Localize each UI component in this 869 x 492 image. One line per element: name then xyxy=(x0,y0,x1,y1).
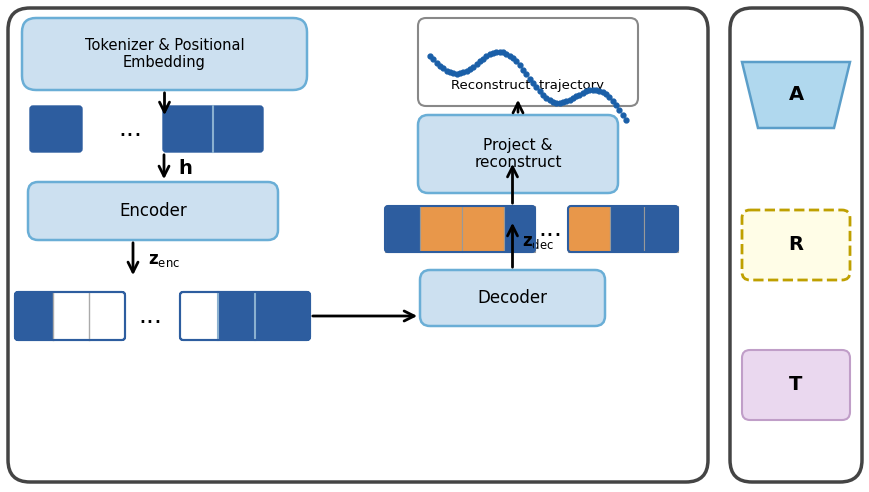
FancyBboxPatch shape xyxy=(15,292,125,340)
Bar xyxy=(503,206,534,252)
Bar xyxy=(218,292,309,340)
Polygon shape xyxy=(741,62,849,128)
FancyBboxPatch shape xyxy=(417,18,637,106)
Bar xyxy=(385,206,420,252)
Text: Encoder: Encoder xyxy=(119,202,187,220)
FancyBboxPatch shape xyxy=(180,292,309,340)
Text: Reconstruct  trajectory: Reconstruct trajectory xyxy=(451,80,604,92)
Bar xyxy=(609,206,643,252)
Bar xyxy=(643,206,677,252)
Text: A: A xyxy=(787,86,803,104)
FancyBboxPatch shape xyxy=(22,18,307,90)
FancyBboxPatch shape xyxy=(417,115,617,193)
Text: Decoder: Decoder xyxy=(477,289,547,307)
FancyBboxPatch shape xyxy=(28,182,278,240)
FancyBboxPatch shape xyxy=(8,8,707,482)
Bar xyxy=(461,206,503,252)
Text: ...: ... xyxy=(138,304,162,328)
Bar xyxy=(567,206,609,252)
Text: Tokenizer & Positional
Embedding: Tokenizer & Positional Embedding xyxy=(84,38,244,70)
Bar xyxy=(15,292,53,340)
Bar xyxy=(420,206,461,252)
Text: Project &
reconstruct: Project & reconstruct xyxy=(474,138,561,170)
Text: $\mathbf{z}_{\mathrm{dec}}$: $\mathbf{z}_{\mathrm{dec}}$ xyxy=(522,233,554,251)
FancyBboxPatch shape xyxy=(163,106,262,152)
FancyBboxPatch shape xyxy=(30,106,82,152)
Text: T: T xyxy=(788,375,802,395)
Text: $\mathbf{z}_{\mathrm{enc}}$: $\mathbf{z}_{\mathrm{enc}}$ xyxy=(148,251,180,269)
Text: ...: ... xyxy=(118,117,142,141)
FancyBboxPatch shape xyxy=(420,270,604,326)
FancyBboxPatch shape xyxy=(741,210,849,280)
FancyBboxPatch shape xyxy=(729,8,861,482)
FancyBboxPatch shape xyxy=(741,350,849,420)
Text: R: R xyxy=(787,236,803,254)
Text: ...: ... xyxy=(537,217,561,241)
Text: $\mathbf{h}$: $\mathbf{h}$ xyxy=(178,158,192,178)
